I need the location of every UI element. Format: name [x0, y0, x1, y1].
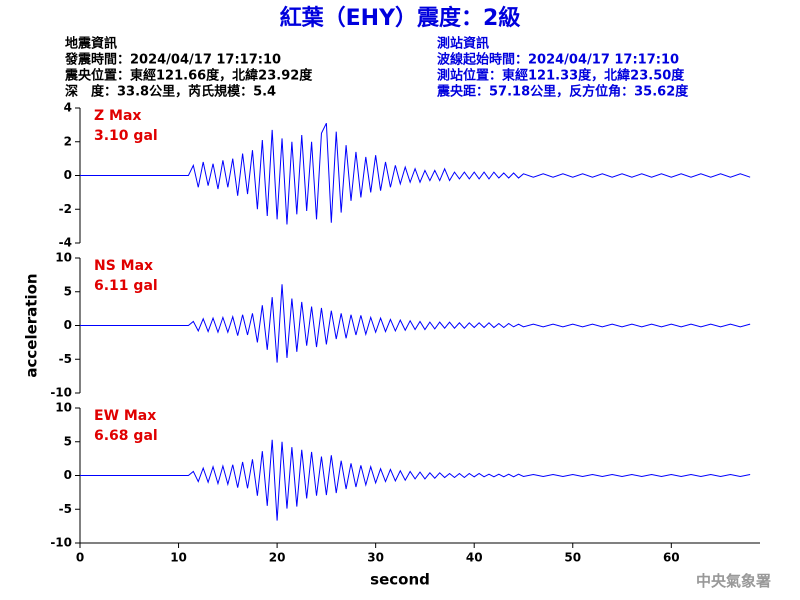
- info-right: 波線起始時間：2024/04/17 17:17:10: [437, 52, 679, 68]
- title: 紅葉（EHY）震度：2級: [280, 5, 521, 31]
- trace: [80, 439, 751, 521]
- info-right: 測站資訊: [437, 36, 489, 52]
- x-tick-label: 0: [76, 551, 84, 565]
- y-tick-label: 0: [64, 168, 72, 182]
- y-tick-label: 10: [55, 401, 72, 415]
- y-tick-label: -5: [59, 352, 72, 366]
- annotation: 3.10 gal: [94, 128, 158, 144]
- y-tick-label: -4: [59, 236, 72, 250]
- info-left: 地震資訊: [65, 36, 117, 52]
- y-tick-label: -10: [50, 386, 72, 400]
- y-axis-label: acceleration: [23, 273, 41, 377]
- info-left: 發震時間：2024/04/17 17:17:10: [64, 52, 281, 68]
- x-axis-label: second: [370, 571, 430, 589]
- annotation: 6.68 gal: [94, 428, 158, 444]
- x-tick-label: 10: [170, 551, 187, 565]
- y-tick-label: -10: [50, 536, 72, 550]
- x-tick-label: 40: [466, 551, 483, 565]
- y-tick-label: 0: [64, 468, 72, 482]
- annotation: Z Max: [94, 108, 141, 124]
- y-tick-label: 4: [64, 101, 72, 115]
- x-tick-label: 50: [564, 551, 581, 565]
- annotation: EW Max: [94, 408, 156, 424]
- y-tick-label: 0: [64, 318, 72, 332]
- annotation: NS Max: [94, 258, 153, 274]
- info-right: 震央距：57.18公里，反方位角：35.62度: [436, 84, 689, 100]
- y-tick-label: 5: [64, 434, 72, 448]
- trace: [80, 122, 751, 225]
- y-tick-label: 10: [55, 251, 72, 265]
- footer: 中央氣象署: [696, 572, 771, 590]
- info-right: 測站位置：東經121.33度，北緯23.50度: [437, 68, 685, 84]
- y-tick-label: -2: [59, 202, 72, 216]
- x-tick-label: 30: [367, 551, 384, 565]
- y-tick-label: 2: [64, 134, 72, 148]
- x-tick-label: 20: [269, 551, 286, 565]
- trace: [80, 284, 751, 363]
- info-left: 震央位置：東經121.66度，北緯23.92度: [64, 68, 313, 84]
- x-tick-label: 60: [663, 551, 680, 565]
- y-tick-label: -5: [59, 502, 72, 516]
- info-left: 深 度：33.8公里，芮氏規模：5.4: [65, 84, 276, 100]
- y-tick-label: 5: [64, 284, 72, 298]
- annotation: 6.11 gal: [94, 278, 158, 294]
